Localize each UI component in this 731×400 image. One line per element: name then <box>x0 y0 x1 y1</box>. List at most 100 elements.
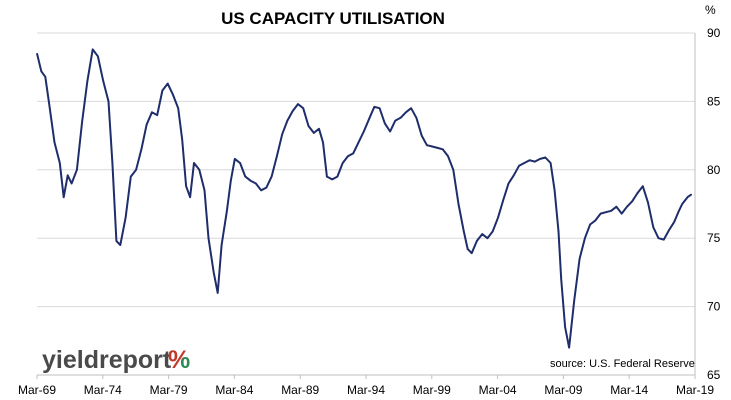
data-point <box>584 237 586 239</box>
data-point <box>59 162 61 164</box>
data-point <box>203 189 206 191</box>
data-point <box>297 103 299 105</box>
data-point <box>336 176 339 178</box>
y-tick-label: 75 <box>707 231 721 245</box>
data-point <box>207 237 210 239</box>
data-point <box>167 83 169 85</box>
y-tick-label: 90 <box>707 26 721 40</box>
data-point <box>115 240 117 242</box>
data-point <box>102 80 104 82</box>
data-point <box>492 230 494 232</box>
data-point <box>292 110 294 112</box>
y-tick-label: 65 <box>707 368 721 382</box>
x-tick-label: Mar-79 <box>150 383 188 397</box>
data-point <box>217 292 219 294</box>
data-point <box>63 196 65 198</box>
data-point <box>357 141 360 144</box>
data-point <box>352 152 354 154</box>
data-point <box>368 118 370 120</box>
data-point <box>610 210 612 212</box>
series-layer <box>36 48 693 349</box>
data-point <box>421 135 423 137</box>
data-point <box>111 162 114 164</box>
data-point <box>48 103 50 105</box>
logo-text: yieldreport <box>42 346 172 374</box>
x-tick-label: Mar-89 <box>281 383 319 397</box>
data-point <box>544 156 546 159</box>
data-point <box>690 193 693 196</box>
data-point <box>239 162 241 164</box>
data-point <box>119 244 121 246</box>
data-point <box>663 238 665 241</box>
y-tick-label: 85 <box>707 94 721 108</box>
data-point <box>615 206 618 208</box>
data-point <box>135 169 137 171</box>
data-point <box>578 258 581 260</box>
y-tick-label: 80 <box>707 163 721 177</box>
data-point <box>457 203 460 205</box>
data-point <box>600 212 602 215</box>
series-line-capacity-utilisation <box>36 48 692 349</box>
data-point <box>146 124 148 126</box>
data-point <box>626 206 628 208</box>
data-point <box>481 233 483 235</box>
data-point <box>476 240 478 242</box>
data-point <box>513 174 515 176</box>
y-axis-unit: % <box>705 3 716 17</box>
data-point <box>161 89 164 92</box>
x-tick-label: Mar-69 <box>18 383 56 397</box>
data-point <box>389 130 391 133</box>
data-point <box>573 299 575 301</box>
chart-title: US CAPACITY UTILISATION <box>221 9 445 28</box>
data-point <box>436 147 439 149</box>
data-point <box>539 158 541 160</box>
data-point <box>326 176 328 178</box>
logo-percent-icon: % <box>168 346 190 374</box>
data-point <box>281 133 283 135</box>
data-point <box>302 107 304 109</box>
data-point <box>151 111 153 113</box>
x-tick-label: Mar-19 <box>676 383 714 397</box>
data-point <box>198 169 200 171</box>
data-point <box>400 117 402 119</box>
data-point <box>276 155 278 157</box>
data-point <box>71 182 73 185</box>
data-point <box>394 119 396 122</box>
data-point <box>452 169 454 171</box>
data-point <box>560 278 562 280</box>
data-point <box>318 128 320 130</box>
data-point <box>130 176 132 178</box>
data-point <box>213 271 215 273</box>
data-point <box>447 155 449 157</box>
data-point <box>642 185 644 187</box>
data-point <box>378 107 381 109</box>
data-point <box>636 192 639 194</box>
data-point <box>681 203 683 205</box>
data-point <box>140 148 142 150</box>
data-point <box>523 162 525 164</box>
data-point <box>426 144 428 146</box>
data-point <box>181 139 183 141</box>
data-point <box>363 130 365 133</box>
data-point <box>442 148 444 150</box>
data-point <box>373 106 375 108</box>
data-point <box>36 52 38 55</box>
data-point <box>92 48 94 51</box>
data-point <box>497 217 499 219</box>
data-point <box>467 248 469 250</box>
data-point <box>53 141 56 144</box>
data-point <box>631 200 633 202</box>
data-point <box>405 111 407 113</box>
x-tick-label: Mar-94 <box>347 383 385 397</box>
data-point <box>107 100 110 102</box>
data-point <box>172 93 174 96</box>
data-point <box>322 141 324 144</box>
data-point <box>415 117 418 119</box>
data-point <box>621 212 623 215</box>
data-point <box>40 70 42 72</box>
y-axis-ticks: 65 70 75 80 85 90 <box>707 26 721 382</box>
data-point <box>673 221 675 223</box>
data-point <box>221 244 223 246</box>
data-point <box>553 189 556 191</box>
